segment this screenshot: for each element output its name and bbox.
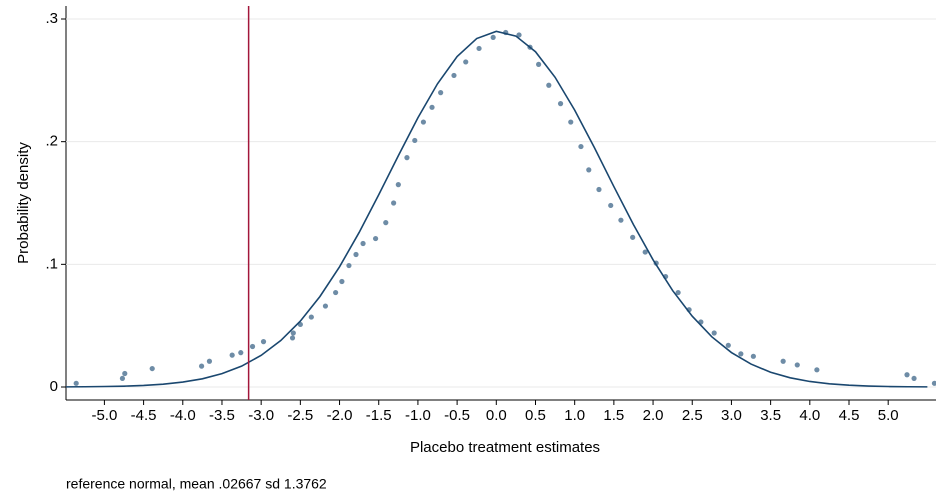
x-tick-label: -1.5 — [366, 407, 392, 424]
point — [814, 367, 820, 373]
point — [229, 352, 235, 358]
x-tick-label: -5.0 — [91, 407, 117, 424]
point — [490, 34, 496, 41]
point — [289, 335, 296, 341]
point — [290, 330, 296, 336]
x-tick-label: 3.0 — [721, 407, 742, 424]
point — [546, 82, 552, 88]
point — [438, 90, 444, 96]
point — [463, 59, 469, 65]
x-tick-label: -2.5 — [287, 407, 313, 424]
x-axis-label: Placebo treatment estimates — [410, 439, 600, 456]
point — [198, 363, 205, 369]
x-tick-label: -1.0 — [405, 407, 431, 424]
y-tick-label: .3 — [45, 10, 58, 27]
y-tick-label: .2 — [45, 133, 58, 150]
point — [596, 186, 602, 193]
y-axis-label: Probability density — [15, 142, 32, 264]
x-tick-label: 2.5 — [682, 407, 703, 424]
point — [73, 380, 79, 386]
point — [308, 314, 314, 320]
point — [391, 200, 397, 206]
point — [750, 353, 756, 359]
point — [420, 119, 427, 125]
point — [608, 202, 614, 209]
y-tick-label: .1 — [45, 255, 58, 272]
x-tick-label: -3.0 — [248, 407, 274, 424]
point — [451, 72, 457, 79]
point — [725, 342, 731, 348]
plot-area — [66, 6, 936, 400]
x-tick-label: 2.0 — [643, 407, 664, 424]
point — [578, 143, 584, 150]
point — [260, 339, 267, 345]
point — [149, 365, 155, 372]
x-tick-label: 4.0 — [799, 407, 820, 424]
point — [122, 370, 128, 377]
point — [372, 235, 379, 242]
point — [586, 167, 592, 173]
point — [238, 350, 244, 356]
point — [675, 289, 681, 296]
point — [911, 375, 917, 382]
note: reference normal, mean .02667 sd 1.3762 — [66, 476, 327, 492]
point — [931, 380, 936, 386]
point — [206, 358, 213, 364]
point — [395, 182, 401, 188]
point — [794, 362, 800, 368]
y-tick-label: 0 — [50, 378, 58, 395]
point — [711, 330, 717, 336]
point — [516, 32, 522, 38]
x-tick-label: -4.0 — [170, 407, 196, 424]
point — [780, 358, 786, 364]
x-tick-label: 1.0 — [564, 407, 585, 424]
point — [738, 351, 744, 357]
point — [630, 234, 636, 240]
x-tick-label: -2.0 — [327, 407, 353, 424]
x-tick-label: 3.5 — [760, 407, 781, 424]
x-tick-label: 4.5 — [839, 407, 860, 424]
point — [119, 375, 126, 382]
point — [333, 289, 339, 296]
point — [642, 249, 648, 255]
point — [353, 251, 359, 258]
normal-curve — [66, 30, 928, 388]
point — [557, 101, 564, 107]
point — [568, 119, 574, 125]
x-tick-label: -4.5 — [131, 407, 157, 424]
x-tick-label: -3.5 — [209, 407, 235, 424]
x-tick-label: 1.5 — [603, 407, 624, 424]
x-tick-label: -0.5 — [444, 407, 470, 424]
point — [476, 45, 482, 52]
point — [618, 217, 624, 223]
point — [536, 61, 542, 67]
x-tick-label: 0.5 — [525, 407, 546, 424]
x-tick-label: 5.0 — [878, 407, 899, 424]
point — [904, 372, 910, 378]
point — [360, 240, 366, 247]
point — [249, 343, 256, 350]
point — [412, 137, 418, 144]
point — [383, 220, 389, 226]
point — [339, 278, 345, 285]
x-tick-label: 0.0 — [486, 407, 507, 424]
point — [429, 104, 435, 110]
point — [404, 155, 410, 161]
point — [346, 262, 352, 269]
point — [322, 303, 329, 309]
